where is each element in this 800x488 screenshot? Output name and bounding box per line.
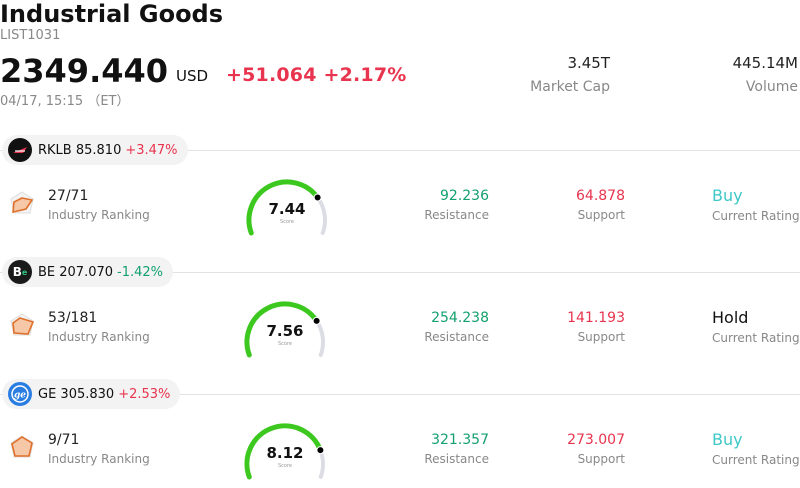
divider xyxy=(0,150,800,151)
score-gauge-arc xyxy=(244,423,325,480)
gauge-fill xyxy=(244,301,320,358)
score-value: 8.12 xyxy=(266,444,304,462)
rating-value: Buy xyxy=(712,186,743,205)
resistance: 92.236 Resistance xyxy=(424,188,489,222)
timestamp: 04/17, 15:15 （ET） xyxy=(0,94,130,109)
score-gauge: 7.56 Score xyxy=(238,300,332,360)
stock-ticker-price: RKLB 85.810 xyxy=(38,142,122,158)
ranking-radar-icon xyxy=(10,313,35,336)
support-value: 273.007 xyxy=(567,432,625,448)
volume-stat: 445.14M Volume xyxy=(733,54,798,96)
current-rating: Hold Current Rating xyxy=(712,308,800,345)
gauge-marker xyxy=(312,316,321,325)
market-cap-label: Market Cap xyxy=(530,79,610,95)
resistance-label: Resistance xyxy=(424,208,489,222)
support-label: Support xyxy=(577,330,625,344)
stock-ticker-price: BE 207.070 xyxy=(38,264,114,280)
resistance-value: 321.357 xyxy=(431,432,489,448)
score-value: 7.56 xyxy=(266,322,304,340)
score-gauge-arc xyxy=(244,301,325,358)
resistance: 254.238 Resistance xyxy=(424,310,489,344)
industry-rank-label: Industry Ranking xyxy=(48,452,150,466)
market-cap-stat: 3.45T Market Cap xyxy=(530,54,610,96)
ge-logo-icon: ge xyxy=(8,382,32,406)
support-label: Support xyxy=(577,452,625,466)
stock-change: -1.42% xyxy=(117,264,164,280)
ranking-radar-icon xyxy=(10,435,34,458)
support: 141.193 Support xyxy=(567,310,625,344)
currency-label: USD xyxy=(176,67,209,85)
current-rating: Buy Current Rating xyxy=(712,430,800,467)
stock-row-rklb[interactable]: 27/71 Industry Ranking 7.44 Score 92.236… xyxy=(0,178,800,248)
industry-rank-label: Industry Ranking xyxy=(48,208,150,222)
rating-label: Current Rating xyxy=(712,453,800,467)
rating-label: Current Rating xyxy=(712,209,800,223)
stock-ticker-price: GE 305.830 xyxy=(38,386,115,402)
score-gauge-arc xyxy=(246,179,327,236)
support-label: Support xyxy=(577,208,625,222)
industry-rank: 53/181 xyxy=(48,310,98,326)
rating-label: Current Rating xyxy=(712,331,800,345)
gauge-fill xyxy=(244,423,323,480)
market-cap-value: 3.45T xyxy=(567,54,610,72)
svg-text:ge: ge xyxy=(14,391,26,401)
score-label: Score xyxy=(279,219,294,225)
divider xyxy=(0,272,800,273)
volume-value: 445.14M xyxy=(732,54,798,72)
divider xyxy=(0,394,800,395)
rating-value: Hold xyxy=(712,308,749,327)
resistance-label: Resistance xyxy=(424,330,489,344)
ranking-radar-icon xyxy=(10,191,34,214)
support-value: 141.193 xyxy=(567,310,625,326)
score-value: 7.44 xyxy=(268,200,306,218)
industry-rank-label: Industry Ranking xyxy=(48,330,150,344)
rating-value: Buy xyxy=(712,430,743,449)
support: 273.007 Support xyxy=(567,432,625,466)
volume-label: Volume xyxy=(745,79,798,95)
stock-change: +2.53% xyxy=(118,386,171,402)
stock-row-be[interactable]: 53/181 Industry Ranking 7.56 Score 254.2… xyxy=(0,300,800,370)
gauge-fill xyxy=(246,179,321,236)
rklb-logo-icon xyxy=(8,138,32,162)
page-title: Industrial Goods xyxy=(0,0,224,28)
stock-pill-rklb[interactable]: RKLB 85.810 +3.47% xyxy=(2,135,188,165)
list-code: LIST1031 xyxy=(0,28,61,43)
stock-pill-ge[interactable]: ge GE 305.830 +2.53% xyxy=(2,379,181,409)
score-label: Score xyxy=(277,341,292,347)
resistance-value: 254.238 xyxy=(431,310,489,326)
stock-row-ge[interactable]: 9/71 Industry Ranking 8.12 Score 321.357… xyxy=(0,422,800,488)
resistance-label: Resistance xyxy=(424,452,489,466)
current-rating: Buy Current Rating xyxy=(712,186,800,223)
stock-change: +3.47% xyxy=(125,142,178,158)
resistance: 321.357 Resistance xyxy=(424,432,489,466)
index-change: +51.064 +2.17% xyxy=(226,64,407,86)
resistance-value: 92.236 xyxy=(440,188,489,204)
industry-rank: 9/71 xyxy=(48,432,80,448)
industry-rank: 27/71 xyxy=(48,188,89,204)
support-value: 64.878 xyxy=(576,188,625,204)
index-price: 2349.440 xyxy=(0,52,169,90)
gauge-marker xyxy=(313,193,322,202)
gauge-marker xyxy=(316,446,325,455)
score-gauge: 7.44 Score xyxy=(240,178,334,238)
score-label: Score xyxy=(277,463,292,469)
score-gauge: 8.12 Score xyxy=(238,422,332,482)
support: 64.878 Support xyxy=(576,188,625,222)
